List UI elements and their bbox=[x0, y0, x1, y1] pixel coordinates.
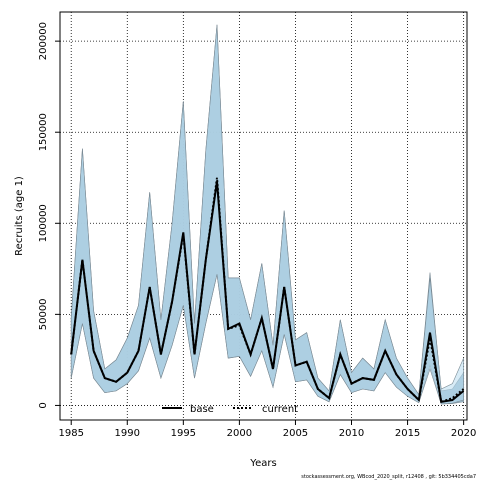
y-tick-label: 100000 bbox=[38, 204, 49, 242]
x-axis-label: Years bbox=[249, 458, 276, 469]
x-tick-label: 2020 bbox=[451, 428, 476, 439]
x-tick-label: 2015 bbox=[395, 428, 420, 439]
x-tick-label: 2010 bbox=[339, 428, 364, 439]
confidence-bands bbox=[70, 24, 464, 405]
axis-ticks: 1985 1990 1995 2000 2005 2010 2015 2020 0 50000 10… bbox=[38, 22, 476, 439]
x-tick-label: 2005 bbox=[283, 428, 308, 439]
x-tick-label: 2000 bbox=[227, 428, 252, 439]
y-tick-label: 0 bbox=[38, 402, 49, 408]
footer-note: stockassessment.org, WBcod_2020_split, r… bbox=[301, 474, 476, 480]
legend-current-label: current bbox=[262, 404, 298, 415]
series-lines bbox=[70, 177, 465, 404]
y-tick-label: 200000 bbox=[38, 22, 49, 60]
x-tick-label: 1995 bbox=[171, 428, 196, 439]
x-tick-label: 1985 bbox=[58, 428, 83, 439]
band-current bbox=[70, 24, 464, 405]
y-tick-label: 150000 bbox=[38, 113, 49, 151]
y-axis-label: Recruits (age 1) bbox=[14, 176, 25, 256]
x-tick-label: 1990 bbox=[115, 428, 140, 439]
plot-frame bbox=[59, 11, 468, 421]
series-line-current bbox=[70, 177, 465, 404]
legend-base-label: base bbox=[190, 404, 214, 415]
legend: base current bbox=[162, 404, 298, 415]
y-tick-label: 50000 bbox=[38, 298, 49, 330]
